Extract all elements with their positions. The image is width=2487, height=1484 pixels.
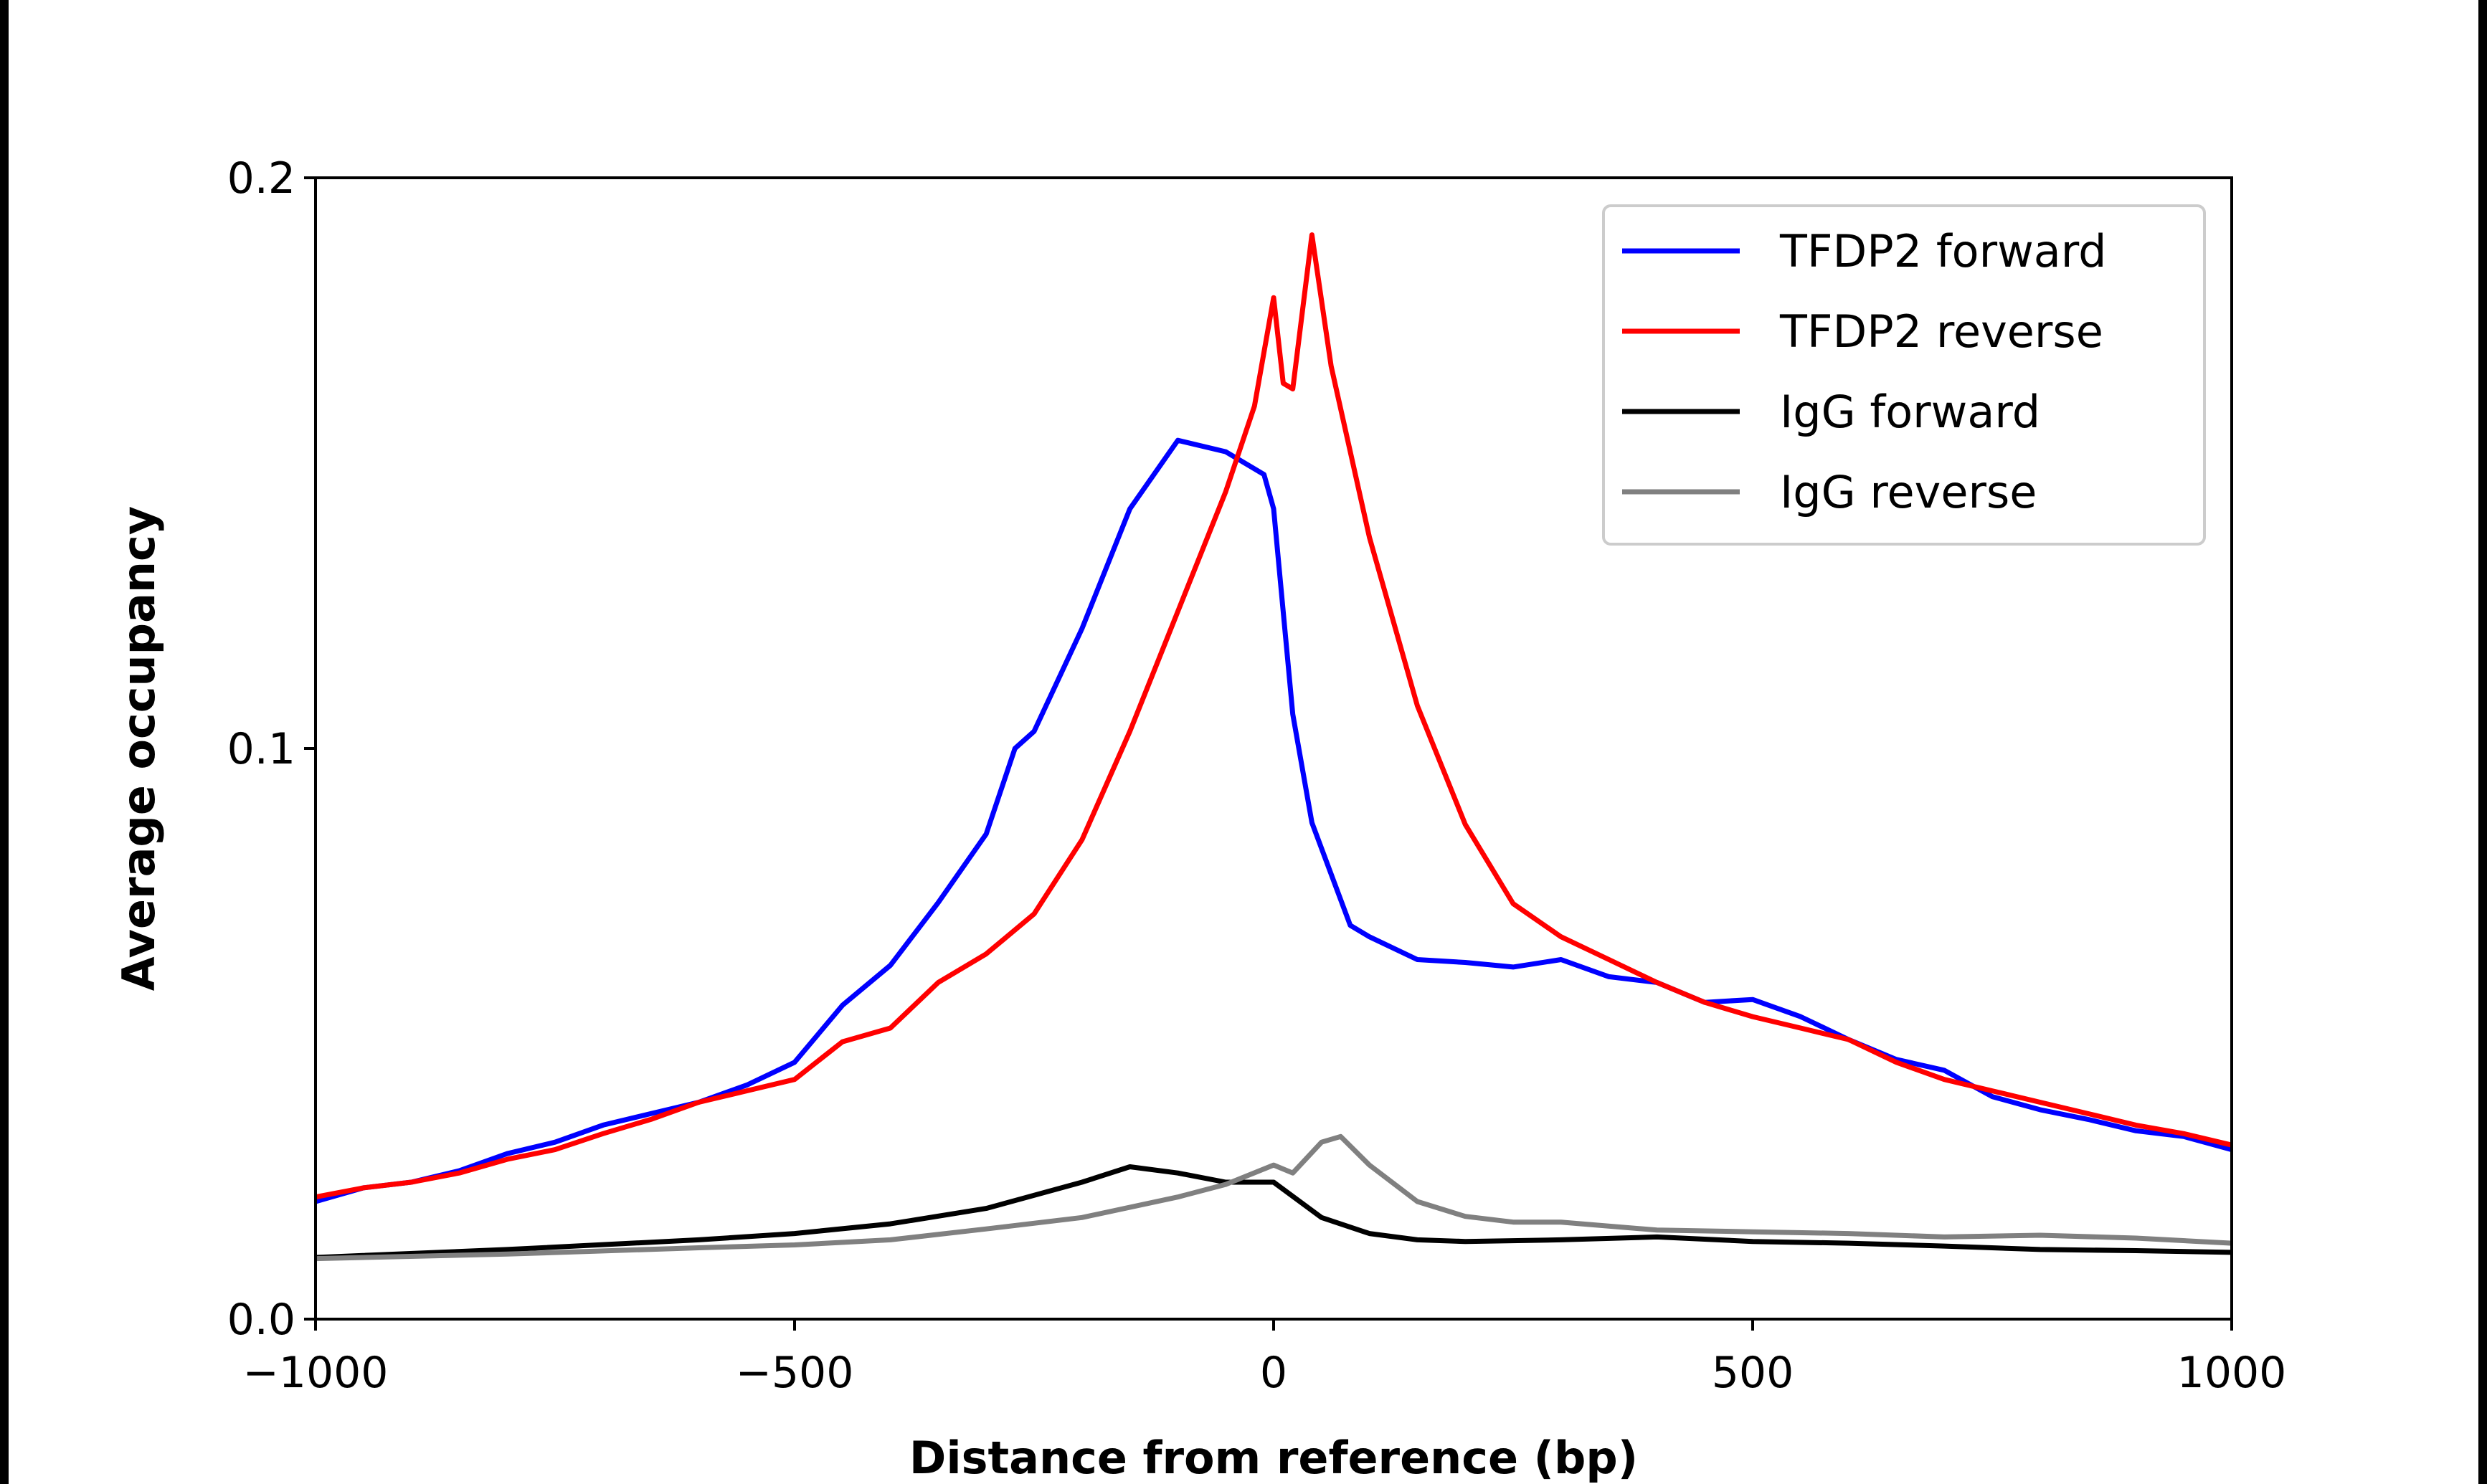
series-lines (315, 232, 2232, 1262)
series-line-igg-forward (315, 1164, 2232, 1260)
series-line-tfdp2-reverse (315, 232, 2232, 1200)
series-line-igg-reverse (315, 1133, 2232, 1262)
right-border (2478, 0, 2487, 1484)
x-tick-label: −1000 (243, 1348, 389, 1398)
x-tick-label: 0 (1260, 1348, 1287, 1398)
x-axis-label: Distance from reference (bp) (909, 1432, 1638, 1484)
x-tick-label: −500 (736, 1348, 854, 1398)
y-tick-label: 0.2 (227, 153, 295, 204)
x-tick-label: 1000 (2177, 1348, 2287, 1398)
series-line-tfdp2-forward (315, 437, 2232, 1204)
legend-label: TFDP2 forward (1779, 225, 2107, 277)
y-axis-ticks: 0.0 0.1 0.2 (227, 153, 316, 1345)
y-tick-label: 0.0 (227, 1295, 295, 1345)
left-border (0, 0, 9, 1484)
legend-label: IgG forward (1780, 386, 2040, 438)
y-axis-label: Average occupancy (113, 506, 165, 991)
legend-box (1602, 204, 2206, 546)
legend-label: TFDP2 reverse (1779, 305, 2103, 358)
x-axis-ticks: −1000 −500 0 500 1000 (243, 1319, 2287, 1398)
y-tick-label: 0.1 (227, 724, 295, 774)
x-tick-label: 500 (1712, 1348, 1794, 1398)
legend-label: IgG reverse (1780, 466, 2037, 518)
legend: TFDP2 forward TFDP2 reverse IgG forward IgG… (1602, 204, 2206, 546)
